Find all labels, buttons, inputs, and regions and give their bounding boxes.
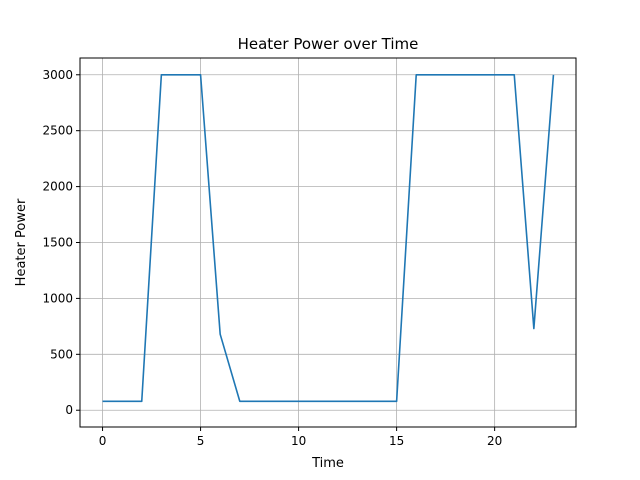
x-tick-label: 15 <box>389 434 404 448</box>
y-tick-label: 2000 <box>42 180 73 194</box>
y-tick-label: 1000 <box>42 291 73 305</box>
x-axis-label: Time <box>311 456 344 471</box>
x-tick-label: 20 <box>487 434 502 448</box>
y-tick-label: 0 <box>65 403 73 417</box>
y-tick-label: 500 <box>50 347 73 361</box>
x-tick-label: 5 <box>197 434 205 448</box>
x-tick-label: 10 <box>291 434 306 448</box>
y-tick-label: 1500 <box>42 236 73 250</box>
series-line <box>102 73 555 403</box>
x-tick-label: 0 <box>99 434 107 448</box>
y-tick-label: 2500 <box>42 124 73 138</box>
chart-title: Heater Power over Time <box>238 35 419 53</box>
series-layer <box>102 73 555 403</box>
y-tick-label: 3000 <box>42 68 73 82</box>
y-axis-label: Heater Power <box>14 198 29 286</box>
grid <box>80 58 576 427</box>
ticks: 0 5 10 15 20 0 500 1000 1500 2000 2500 3000 <box>42 68 502 448</box>
